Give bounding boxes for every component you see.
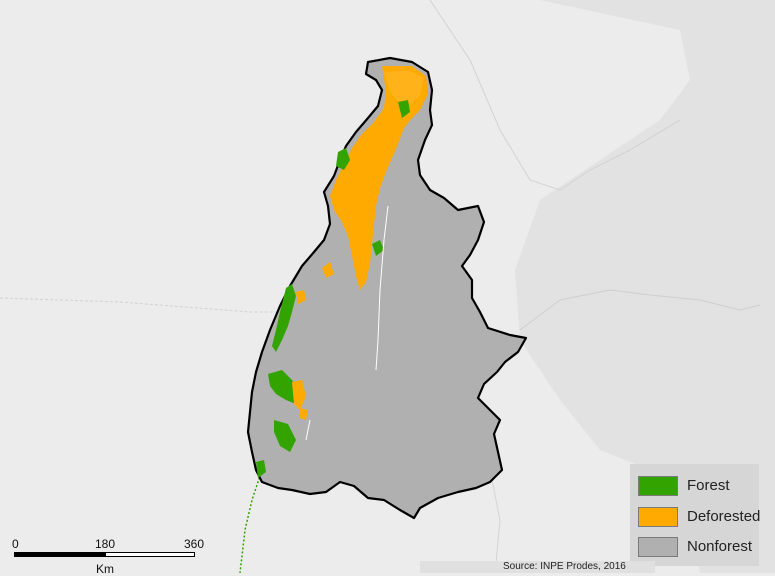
rivers [305,205,389,441]
source-text: Source: INPE Prodes, 2016 [503,561,626,572]
source-credit: Source: INPE Prodes, 2016 [420,561,655,573]
legend-item-nonforest: Nonforest [638,537,758,559]
terrain-shade-northeast [515,0,775,573]
terrain-line-east-3 [489,469,501,573]
deforested-fleck-3 [300,408,308,420]
forest-patch-west-strip [272,284,296,352]
deforested-north-tip [384,70,424,104]
river-southwest [239,469,263,573]
scale-bar: 0 180 360 Km [12,537,212,576]
legend-swatch-nonforest [638,537,678,557]
deforested-fleck-4 [322,262,334,278]
forest-patch-north-2 [372,240,384,256]
forest-patches [256,100,410,478]
map-legend: Forest Deforested Nonforest [630,464,761,566]
legend-item-deforested: Deforested [638,507,761,529]
scale-segment-white [105,552,195,557]
terrain-line-east-1 [429,0,681,191]
scale-tick-360: 360 [184,537,205,551]
forest-patch-southwest-tip [256,460,266,478]
deforested-flecks [292,262,334,420]
terrain-line-west [0,297,290,313]
scale-segment-black [14,552,106,557]
forest-patch-southwest [268,370,300,404]
forest-patch-north-3 [398,100,410,118]
legend-label-forest: Forest [687,477,730,494]
forest-patch-north-1 [336,148,350,170]
river-southwest-inner [305,419,311,441]
legend-swatch-forest [638,476,678,496]
scale-unit-label: Km [96,562,114,576]
river-central [375,205,389,371]
deforested-fleck-2 [292,380,306,410]
terrain-line-east-2 [519,289,761,331]
legend-label-nonforest: Nonforest [687,538,753,555]
deforested-north-zone [330,66,428,290]
scale-tick-180: 180 [95,537,116,551]
forest-patch-south [274,420,296,452]
scale-tick-0: 0 [12,537,19,551]
legend-item-forest: Forest [638,476,758,498]
legend-label-deforested: Deforested [687,508,761,525]
legend-swatch-deforested [638,507,678,527]
state-region[interactable] [246,56,528,520]
deforested-fleck-1 [296,290,306,304]
